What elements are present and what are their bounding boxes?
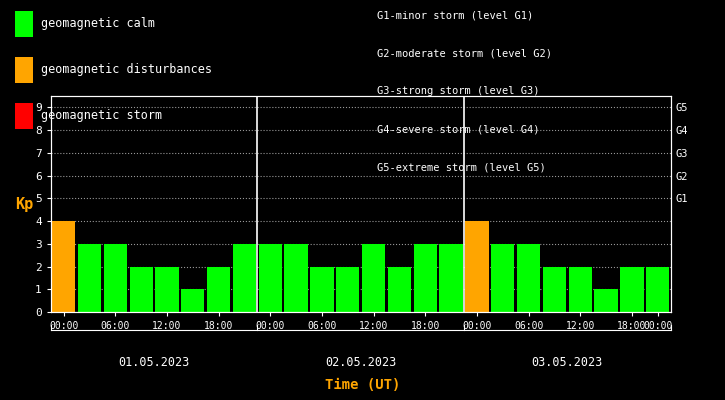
Text: geomagnetic disturbances: geomagnetic disturbances (41, 64, 212, 76)
Bar (621, 266, 644, 312)
Bar (543, 266, 566, 312)
Bar (233, 244, 256, 312)
Bar (568, 266, 592, 312)
Text: 02.05.2023: 02.05.2023 (325, 356, 397, 370)
Bar (439, 244, 463, 312)
Text: Time (UT): Time (UT) (325, 378, 400, 392)
Bar (78, 244, 101, 312)
Text: G1-minor storm (level G1): G1-minor storm (level G1) (377, 10, 534, 20)
Bar (388, 266, 411, 312)
Text: G5-extreme storm (level G5): G5-extreme storm (level G5) (377, 162, 546, 172)
Bar (414, 244, 437, 312)
Bar (130, 266, 153, 312)
Bar (52, 221, 75, 312)
Text: geomagnetic calm: geomagnetic calm (41, 18, 155, 30)
Bar (259, 244, 282, 312)
Bar (465, 221, 489, 312)
Text: G2-moderate storm (level G2): G2-moderate storm (level G2) (377, 48, 552, 58)
Text: G3-strong storm (level G3): G3-strong storm (level G3) (377, 86, 539, 96)
Bar (104, 244, 127, 312)
Bar (207, 266, 231, 312)
Bar (336, 266, 360, 312)
Text: geomagnetic storm: geomagnetic storm (41, 110, 162, 122)
Text: 01.05.2023: 01.05.2023 (118, 356, 190, 370)
Bar (181, 289, 204, 312)
Bar (594, 289, 618, 312)
Bar (646, 266, 669, 312)
Bar (310, 266, 334, 312)
Bar (155, 266, 178, 312)
Bar (517, 244, 540, 312)
Bar (491, 244, 514, 312)
Bar (362, 244, 385, 312)
Bar (284, 244, 307, 312)
Y-axis label: Kp: Kp (14, 196, 33, 212)
Text: 03.05.2023: 03.05.2023 (531, 356, 603, 370)
Text: G4-severe storm (level G4): G4-severe storm (level G4) (377, 124, 539, 134)
